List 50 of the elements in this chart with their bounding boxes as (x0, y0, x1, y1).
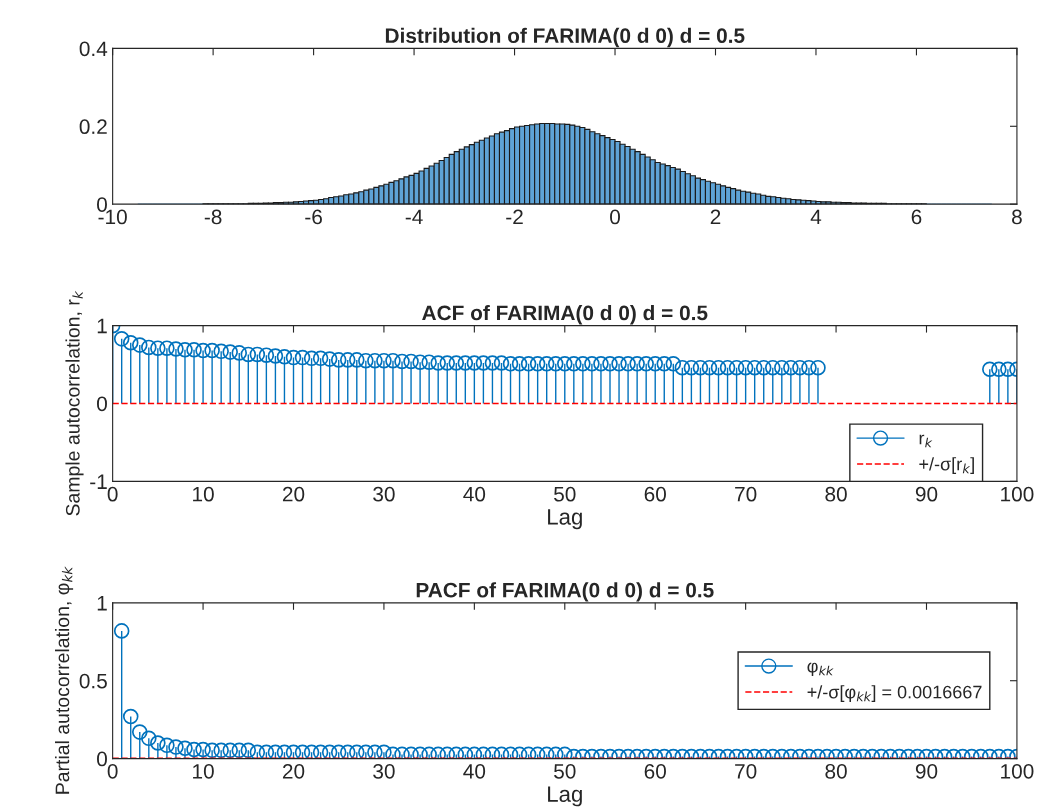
x-tick-label: 40 (463, 486, 486, 502)
x-tick-label: 2 (710, 209, 721, 225)
x-tick-label: 60 (644, 486, 666, 502)
x-tick-label: -2 (506, 209, 523, 225)
y-tick-label: 0 (97, 396, 107, 412)
x-tick-label: 30 (373, 763, 395, 779)
y-axis-title: Sample autocorrelation, r$_{k}$ (65, 290, 84, 516)
x-tick-label: 50 (554, 763, 576, 779)
x-tick-label: 8 (1012, 209, 1022, 225)
x-tick-label: -8 (204, 209, 222, 225)
x-tick-label: -6 (305, 209, 322, 225)
x-tick-label: 80 (825, 486, 847, 502)
legend-label: +/-σ[φ$_{kk}$] = 0.0016667 (807, 685, 982, 703)
y-tick-label: 0.4 (79, 41, 108, 57)
x-axis-title: Lag (548, 509, 582, 530)
x-tick-label: 0 (610, 209, 620, 225)
x-tick-label: 20 (282, 763, 305, 779)
y-tick-label: 0 (97, 751, 107, 767)
x-tick-label: 6 (911, 209, 922, 225)
chart-title: PACF of FARIMA(0 d 0) d = 0.5 (416, 582, 714, 602)
y-tick-label: 0.5 (79, 673, 107, 689)
x-tick-label: 70 (735, 486, 757, 502)
x-tick-label: 50 (554, 486, 576, 502)
x-tick-label: 30 (373, 486, 395, 502)
x-tick-label: 70 (735, 763, 757, 779)
legend-label: φ$_{kk}$ (807, 662, 834, 677)
x-tick-label: 10 (193, 763, 214, 779)
y-tick-label: 1 (97, 596, 107, 611)
x-tick-label: 90 (915, 763, 938, 779)
chart-title: ACF of FARIMA(0 d 0) d = 0.5 (422, 304, 708, 325)
x-tick-label: 60 (644, 763, 666, 779)
x-tick-label: 0 (107, 763, 118, 779)
x-tick-label: 4 (810, 209, 822, 225)
x-tick-label: 100 (1001, 486, 1034, 502)
x-tick-label: -4 (405, 209, 423, 225)
x-tick-label: 10 (193, 486, 214, 502)
x-tick-label: 0 (107, 486, 118, 502)
y-tick-label: -1 (90, 474, 107, 489)
y-tick-label: 1 (97, 318, 107, 334)
x-tick-label: 90 (915, 486, 938, 502)
chart-title: Distribution of FARIMA(0 d 0) d = 0.5 (385, 27, 745, 48)
y-axis-title: Partial autocorrelation, φ$_{kk}$ (54, 566, 74, 794)
x-axis-title: Lag (548, 786, 582, 807)
legend-label: r$_{k}$ (919, 434, 933, 448)
legend-label: +/-σ[r$_{k}$] (919, 457, 974, 475)
y-tick-label: 0.2 (79, 119, 107, 135)
x-tick-label: 20 (282, 486, 305, 502)
x-tick-label: 80 (825, 763, 847, 779)
x-tick-label: 100 (1001, 763, 1034, 779)
x-tick-label: 40 (463, 763, 486, 779)
